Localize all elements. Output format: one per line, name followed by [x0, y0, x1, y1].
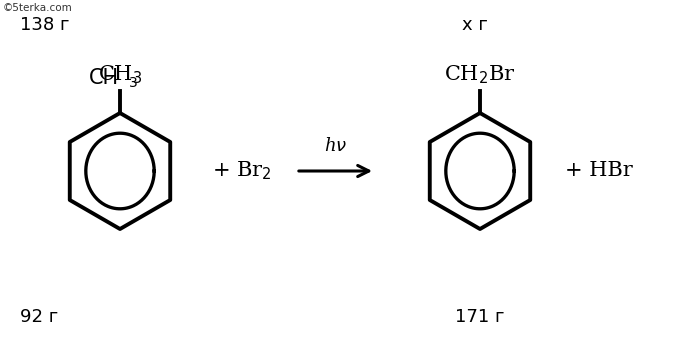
Text: CH$_2$Br: CH$_2$Br	[444, 63, 516, 86]
Text: 138 г: 138 г	[20, 16, 70, 34]
Text: + HBr: + HBr	[565, 162, 633, 181]
Text: ©5terka.com: ©5terka.com	[3, 3, 72, 13]
Text: 171 г: 171 г	[455, 308, 505, 326]
Text: 92 г: 92 г	[20, 308, 59, 326]
Text: h$\nu$: h$\nu$	[324, 137, 347, 155]
Text: CH$_3$: CH$_3$	[98, 63, 142, 86]
Text: 3: 3	[129, 76, 137, 90]
Text: х г: х г	[462, 16, 488, 34]
Text: + Br$_2$: + Br$_2$	[212, 160, 272, 182]
Text: CH: CH	[89, 68, 119, 88]
